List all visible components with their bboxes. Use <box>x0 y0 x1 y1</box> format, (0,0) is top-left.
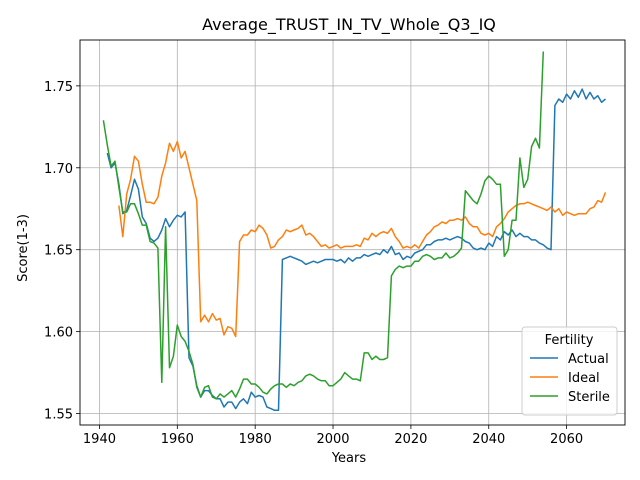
x-tick-label: 1940 <box>83 432 116 447</box>
axis-ticks: 1940 1960 1980 2000 2020 2040 2060 1.55 1.60 1.65… <box>44 80 583 447</box>
x-tick-label: 2020 <box>394 432 427 447</box>
series-line-sterile <box>102 51 545 400</box>
x-tick-label: 2060 <box>550 432 583 447</box>
y-tick-label: 1.65 <box>44 244 73 259</box>
y-axis-label: Score(1-3) <box>16 214 31 282</box>
legend-title: Fertility <box>545 333 594 348</box>
x-tick-label: 2040 <box>472 432 505 447</box>
y-tick-label: 1.75 <box>44 80 73 95</box>
x-tick-label: 1960 <box>161 432 194 447</box>
chart-title: Average_TRUST_IN_TV_Whole_Q3_IQ <box>202 15 496 35</box>
y-tick-label: 1.55 <box>44 408 73 423</box>
x-tick-label: 2000 <box>316 432 349 447</box>
x-tick-label: 1980 <box>239 432 272 447</box>
series-line-ideal <box>118 140 607 338</box>
legend-entries: Actual Ideal Sterile <box>530 352 610 405</box>
legend-label-sterile: Sterile <box>568 390 610 405</box>
x-axis-label: Years <box>331 451 367 466</box>
legend-label-actual: Actual <box>568 352 609 367</box>
legend-box <box>521 326 618 416</box>
series-lines <box>102 51 607 412</box>
plot-area-frame <box>79 39 626 426</box>
legend: Fertility Actual Ideal Sterile <box>521 326 618 416</box>
legend-label-ideal: Ideal <box>568 371 600 386</box>
y-tick-label: 1.70 <box>44 162 73 177</box>
y-tick-label: 1.60 <box>44 326 73 341</box>
gridlines <box>80 40 625 425</box>
series-line-actual <box>106 88 606 412</box>
